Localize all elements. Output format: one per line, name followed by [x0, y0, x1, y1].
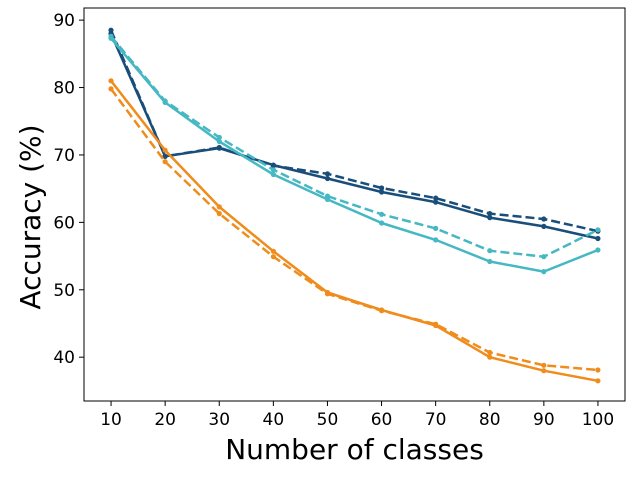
data-point: [487, 248, 493, 254]
x-tick-label: 60: [371, 410, 393, 430]
series-3: [108, 35, 601, 275]
data-point: [433, 199, 439, 205]
ticks-layer: 10 20 30 40 50 60 70 80 90 100 40 50 60 70 80 90: [53, 11, 614, 430]
series-5: [108, 78, 601, 384]
y-axis-title: Accuracy (%): [14, 124, 47, 309]
y-tick-label: 50: [53, 281, 75, 301]
x-tick-label: 70: [425, 410, 447, 430]
data-point: [162, 159, 168, 165]
plot-frame: [83, 7, 626, 402]
data-point: [433, 237, 439, 243]
data-point: [216, 211, 222, 217]
series-layer: [108, 27, 601, 384]
y-tick-label: 70: [53, 146, 75, 166]
data-point: [108, 86, 114, 92]
data-point: [379, 220, 385, 226]
series-line: [110, 35, 599, 258]
data-point: [108, 33, 114, 39]
data-point: [216, 144, 222, 151]
data-point: [324, 175, 331, 182]
data-point: [324, 171, 331, 177]
data-point: [324, 193, 331, 199]
data-point: [595, 247, 601, 253]
data-point: [216, 134, 222, 140]
data-point: [541, 216, 547, 222]
data-point: [487, 211, 493, 217]
series-line: [109, 33, 599, 240]
data-point: [162, 153, 168, 159]
x-tick-label: 50: [317, 410, 339, 430]
data-point: [487, 258, 493, 265]
series-line: [110, 80, 599, 383]
data-point: [541, 254, 547, 260]
data-point: [541, 368, 547, 374]
data-point: [487, 354, 493, 360]
y-tick-label: 40: [53, 348, 75, 368]
series-1: [108, 30, 601, 242]
data-point: [324, 291, 331, 297]
data-point: [379, 185, 385, 191]
data-point: [270, 254, 276, 260]
x-tick-label: 20: [154, 410, 176, 430]
x-tick-label: 80: [479, 410, 501, 430]
data-point: [270, 163, 276, 169]
data-point: [433, 195, 439, 201]
data-point: [595, 367, 601, 373]
data-point: [379, 211, 385, 217]
x-tick-label: 40: [263, 410, 285, 430]
data-point: [595, 227, 601, 233]
data-point: [541, 223, 547, 229]
series-2: [108, 27, 601, 234]
x-tick-label: 100: [582, 410, 614, 430]
data-point: [108, 78, 114, 84]
data-point: [270, 171, 276, 178]
data-point: [433, 321, 439, 327]
x-tick-label: 30: [208, 410, 230, 430]
y-tick-label: 80: [53, 79, 75, 99]
series-line: [110, 37, 599, 273]
x-tick-label: 10: [100, 410, 122, 430]
data-point: [595, 235, 601, 242]
data-point: [108, 27, 114, 33]
data-point: [216, 138, 222, 145]
data-point: [270, 248, 276, 254]
data-point: [433, 225, 439, 231]
series-line: [109, 29, 599, 233]
data-point: [541, 269, 547, 275]
series-6: [108, 86, 601, 373]
data-point: [162, 147, 168, 153]
data-point: [379, 308, 385, 314]
data-point: [487, 349, 493, 356]
data-point: [379, 189, 385, 195]
data-point: [487, 215, 493, 221]
data-point: [541, 362, 547, 368]
data-point: [162, 98, 168, 104]
x-axis-title: Number of classes: [225, 433, 484, 466]
data-point: [270, 167, 276, 173]
y-tick-label: 90: [53, 11, 75, 31]
x-tick-label: 90: [533, 410, 555, 430]
series-line: [109, 88, 599, 372]
data-point: [595, 378, 601, 384]
y-tick-label: 60: [53, 213, 75, 233]
series-4: [108, 33, 601, 260]
data-point: [216, 204, 222, 210]
